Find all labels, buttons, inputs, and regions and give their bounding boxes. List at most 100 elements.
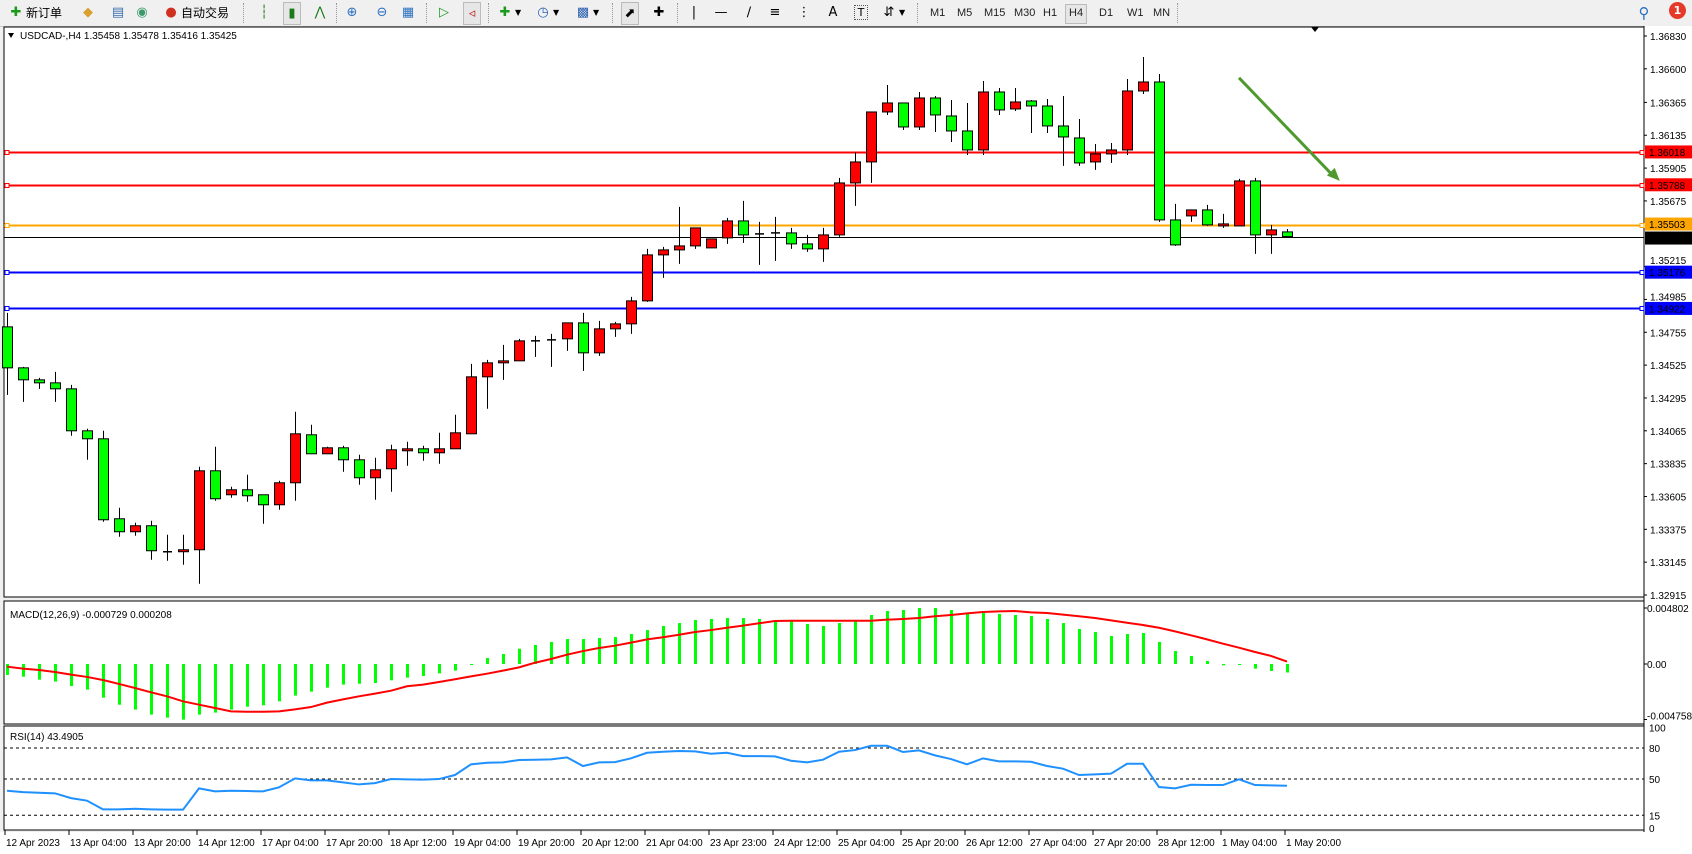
candle bbox=[962, 102, 973, 155]
trendline-button[interactable]: ∕ bbox=[741, 2, 757, 23]
separator bbox=[243, 3, 245, 23]
candle-body bbox=[1266, 229, 1277, 236]
candle bbox=[1266, 224, 1277, 254]
signals-button[interactable]: ◉ bbox=[134, 2, 150, 23]
bid-price-label: 1.35425 bbox=[1649, 234, 1686, 245]
line-chart-button[interactable]: ⋀ bbox=[312, 2, 328, 23]
search-button[interactable]: ⚲ bbox=[1636, 2, 1652, 23]
timeframe-m5[interactable]: M5 bbox=[957, 7, 973, 19]
text-button[interactable]: A bbox=[825, 2, 841, 23]
candle-body bbox=[1138, 81, 1149, 92]
timeframe-mn[interactable]: MN bbox=[1153, 7, 1171, 19]
notification-badge[interactable]: 1 bbox=[1669, 2, 1686, 19]
price-level-label: 1.35788 bbox=[1649, 181, 1686, 192]
candle-body bbox=[178, 549, 189, 553]
level-handle[interactable] bbox=[4, 270, 10, 275]
fibo-fan-button[interactable]: ⋮ bbox=[796, 2, 812, 23]
autoscroll-button[interactable]: ▷ bbox=[436, 2, 452, 23]
timeframe-m1[interactable]: M1 bbox=[930, 7, 946, 19]
macd-histogram-bar bbox=[550, 641, 553, 664]
price-level-label-bg bbox=[1645, 265, 1692, 279]
candle-body bbox=[98, 438, 109, 521]
candle-body bbox=[946, 115, 957, 132]
candle bbox=[82, 428, 93, 460]
price-tick-label: 1.35675 bbox=[1650, 197, 1687, 208]
rsi-line bbox=[6, 744, 1288, 811]
rsi-tick-label: 15 bbox=[1649, 811, 1661, 822]
line-chart-icon: ⋀ bbox=[314, 4, 326, 20]
candle-body bbox=[610, 323, 621, 330]
timeframe-h4[interactable]: H4 bbox=[1065, 4, 1088, 24]
candle bbox=[658, 246, 669, 278]
level-handle[interactable] bbox=[1639, 306, 1645, 311]
indicators-button[interactable]: ✚ ▼ bbox=[497, 2, 522, 23]
macd-histogram-bar bbox=[502, 653, 505, 664]
rsi-tick-label: 80 bbox=[1649, 744, 1661, 755]
candle-body bbox=[1282, 231, 1293, 238]
price-tick-label: 1.33835 bbox=[1650, 460, 1687, 471]
time-tick-label: 28 Apr 12:00 bbox=[1158, 838, 1215, 849]
candle bbox=[1186, 209, 1197, 222]
crosshair-button[interactable]: ✚ bbox=[651, 2, 667, 23]
timeframe-m15[interactable]: M15 bbox=[984, 7, 1006, 19]
chart-shift-button[interactable]: ◃ bbox=[463, 2, 481, 25]
level-handle[interactable] bbox=[4, 223, 10, 228]
candle bbox=[738, 200, 749, 243]
candle bbox=[2, 312, 13, 395]
navigator-button[interactable]: ▤ bbox=[110, 2, 126, 23]
candle bbox=[547, 333, 556, 367]
macd-histogram-bar bbox=[710, 618, 713, 664]
candle bbox=[258, 494, 269, 524]
price-panel bbox=[3, 26, 1645, 598]
level-handle[interactable] bbox=[4, 306, 10, 311]
macd-histogram-bar bbox=[294, 664, 297, 696]
timeframe-h1[interactable]: H1 bbox=[1043, 7, 1058, 19]
macd-histogram-bar bbox=[38, 664, 41, 680]
macd-histogram-bar bbox=[438, 664, 441, 674]
macd-histogram-bar bbox=[182, 664, 185, 720]
periods-button[interactable]: ◷ ▼ bbox=[535, 2, 559, 23]
candle-body bbox=[1122, 90, 1133, 151]
zoom-in-button[interactable]: ⊕ bbox=[344, 2, 360, 23]
level-handle[interactable] bbox=[1639, 183, 1645, 188]
candle-body bbox=[402, 448, 413, 452]
level-handle[interactable] bbox=[1639, 150, 1645, 155]
text-label-button[interactable]: T bbox=[854, 2, 868, 23]
candle bbox=[690, 227, 701, 249]
macd-histogram-bar bbox=[806, 624, 809, 664]
timeframe-d1[interactable]: D1 bbox=[1099, 7, 1114, 19]
bar-chart-button[interactable]: ┆ bbox=[256, 2, 272, 23]
timeframe-m30[interactable]: M30 bbox=[1014, 7, 1036, 19]
separator bbox=[917, 3, 919, 23]
candle bbox=[642, 248, 653, 302]
new-order-button[interactable]: ✚ 新订单 bbox=[8, 2, 62, 23]
auto-trading-button[interactable]: ● 自动交易 bbox=[163, 2, 229, 23]
horizontal-line-button[interactable]: — bbox=[713, 2, 729, 23]
fibonacci-button[interactable]: ≡ bbox=[767, 2, 783, 23]
macd-tick-label: 0.00 bbox=[1647, 660, 1667, 671]
vertical-line-button[interactable]: | bbox=[686, 2, 702, 23]
chart-shift-marker-icon[interactable] bbox=[1311, 27, 1319, 32]
templates-button[interactable]: ▩ ▼ bbox=[575, 2, 599, 23]
macd-histogram-bar bbox=[358, 664, 361, 684]
candle bbox=[1250, 177, 1261, 254]
level-handle[interactable] bbox=[1639, 270, 1645, 275]
toolbar: ✚ 新订单 ◆ ▤ ◉ ● 自动交易 ┆ ▮ ⋀ ⊕ ⊖ ▦ ▷ ◃ ✚ ▼ ◷ ▼… bbox=[0, 0, 1692, 27]
trend-arrow-line[interactable] bbox=[1237, 76, 1335, 178]
arrows-button[interactable]: ⇵ ▼ bbox=[881, 2, 906, 23]
cursor-button[interactable]: ⬈ bbox=[621, 2, 639, 25]
chart-menu-triangle-icon[interactable] bbox=[8, 33, 14, 38]
candle bbox=[1138, 56, 1149, 94]
candle bbox=[242, 474, 253, 502]
candle bbox=[338, 445, 349, 472]
candlestick-button[interactable]: ▮ bbox=[283, 2, 301, 25]
chevron-down-icon: ▼ bbox=[515, 8, 522, 17]
level-handle[interactable] bbox=[1639, 223, 1645, 228]
price-level-label-bg bbox=[1645, 178, 1692, 192]
level-handle[interactable] bbox=[4, 183, 10, 188]
tile-windows-button[interactable]: ▦ bbox=[400, 2, 416, 23]
timeframe-w1[interactable]: W1 bbox=[1127, 7, 1144, 19]
zoom-out-button[interactable]: ⊖ bbox=[374, 2, 390, 23]
market-watch-button[interactable]: ◆ bbox=[80, 2, 96, 23]
level-handle[interactable] bbox=[4, 150, 10, 155]
